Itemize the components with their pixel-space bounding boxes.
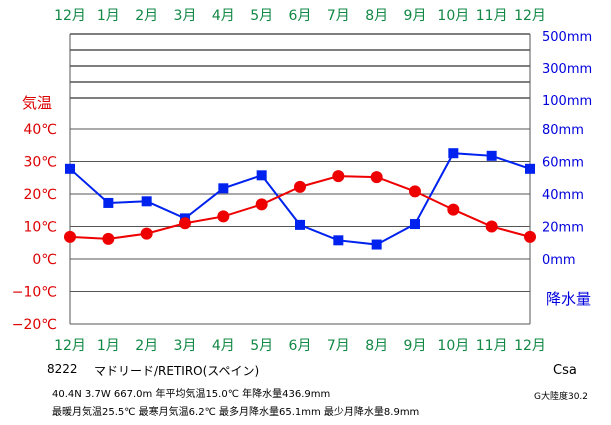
temperature-tick-label: 40℃ [23, 122, 57, 138]
temperature-point [332, 170, 345, 183]
precipitation-axis-ticks: 500mm 300mm 100mm 80mm 60mm 40mm 20mm 0mm [542, 30, 592, 268]
precipitation-tick-label: 20mm [542, 221, 584, 236]
month-label: 12月 [54, 8, 86, 24]
temperature-point [447, 203, 460, 216]
temperature-point [64, 230, 76, 243]
precipitation-tick-label: 0mm [542, 253, 576, 268]
climate-class: Csa [553, 363, 577, 378]
month-label: 6月 [289, 338, 312, 354]
precipitation-point [65, 163, 75, 174]
temperature-series [64, 170, 536, 245]
temperature-axis-title: 気温 [22, 94, 52, 112]
month-label: 5月 [250, 338, 273, 354]
precipitation-point [333, 235, 344, 246]
precipitation-point [218, 183, 229, 194]
station-summary-line-1: 40.4N 3.7W 667.0m 年平均気温15.0℃ 年降水量436.9mm [52, 389, 331, 400]
month-label: 2月 [135, 338, 158, 354]
temperature-point [409, 185, 421, 198]
continentality: G大陸度30.2 [534, 392, 589, 402]
temperature-point [294, 180, 306, 193]
precipitation-point [486, 150, 497, 161]
month-label: 7月 [327, 338, 350, 354]
precipitation-point [256, 170, 267, 181]
month-label: 12月 [54, 338, 86, 354]
month-label: 4月 [212, 8, 235, 24]
temperature-tick-label: 10℃ [23, 220, 57, 236]
temperature-point [179, 217, 191, 230]
temperature-point [524, 230, 536, 243]
grid [69, 33, 531, 325]
precipitation-point [525, 163, 535, 174]
station-name: マドリード/RETIRO(スペイン) [94, 364, 260, 378]
month-label: 11月 [476, 338, 508, 354]
precipitation-tick-label: 40mm [542, 188, 584, 203]
month-label: 1月 [97, 8, 120, 24]
temperature-point [370, 171, 383, 184]
month-label: 11月 [476, 8, 508, 24]
temperature-tick-label: −10℃ [12, 285, 57, 301]
temperature-point [485, 220, 498, 233]
month-label: 8月 [365, 8, 388, 24]
precipitation-tick-label: 80mm [542, 123, 584, 138]
station-id: 8222 [47, 362, 78, 376]
precipitation-tick-label: 300mm [542, 62, 592, 77]
month-label: 1月 [97, 338, 120, 354]
temperature-point [140, 227, 153, 240]
month-label: 3月 [174, 338, 197, 354]
month-labels-bottom: 12月 1月 2月 3月 4月 5月 6月 7月 8月 9月 10月 11月 12月 [54, 338, 546, 354]
precipitation-point [448, 148, 459, 159]
precipitation-point [141, 196, 152, 207]
precipitation-line [69, 152, 531, 246]
temperature-axis-ticks: 40℃ 30℃ 20℃ 10℃ 0℃ −10℃ −20℃ [12, 122, 57, 333]
temperature-tick-label: 30℃ [23, 155, 57, 171]
precipitation-point [371, 239, 382, 250]
month-label: 8月 [365, 338, 388, 354]
month-label: 10月 [437, 338, 469, 354]
month-label: 7月 [327, 8, 350, 24]
precipitation-point [295, 219, 305, 230]
precipitation-tick-label: 60mm [542, 156, 584, 171]
station-summary-line-2: 最暖月気温25.5℃ 最寒月気温6.2℃ 最多月降水量65.1mm 最少月降水量… [52, 407, 420, 418]
precipitation-point [410, 219, 420, 230]
month-label: 2月 [135, 8, 158, 24]
month-labels-top: 12月 1月 2月 3月 4月 5月 6月 7月 8月 9月 10月 11月 12月 [54, 8, 546, 24]
month-label: 4月 [212, 338, 235, 354]
precipitation-point [103, 197, 114, 208]
month-label: 10月 [437, 8, 469, 24]
month-label: 12月 [514, 338, 546, 354]
month-label: 9月 [404, 8, 427, 24]
month-label: 5月 [250, 8, 273, 24]
precipitation-axis-title: 降水量 [546, 290, 591, 308]
temperature-point [255, 198, 268, 211]
temperature-point [102, 232, 115, 245]
temperature-tick-label: −20℃ [12, 317, 57, 333]
temperature-tick-label: 20℃ [23, 187, 57, 203]
month-label: 3月 [174, 8, 197, 24]
precipitation-tick-label: 100mm [542, 94, 592, 109]
month-label: 12月 [514, 8, 546, 24]
month-label: 9月 [404, 338, 427, 354]
temperature-tick-label: 0℃ [32, 252, 57, 268]
temperature-point [217, 210, 230, 223]
month-label: 6月 [289, 8, 312, 24]
precipitation-tick-label: 500mm [542, 30, 592, 45]
